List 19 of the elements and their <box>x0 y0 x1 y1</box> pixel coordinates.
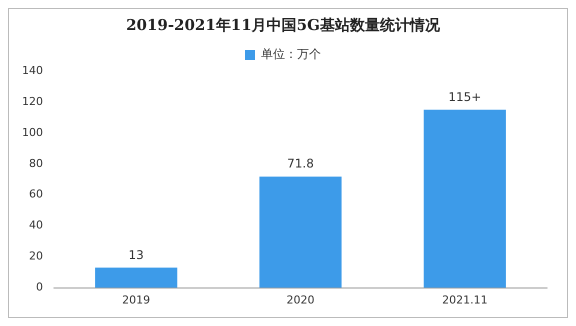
y-tick-label: 100 <box>22 126 43 139</box>
y-tick-label: 0 <box>36 280 43 294</box>
data-label: 71.8 <box>287 156 314 171</box>
y-tick-label: 20 <box>28 250 43 263</box>
data-label: 115+ <box>448 90 482 104</box>
x-tick-label: 2019 <box>122 293 150 306</box>
x-tick-label: 2020 <box>286 293 314 306</box>
y-tick-label: 40 <box>28 218 43 232</box>
data-label: 13 <box>128 248 144 262</box>
bar <box>424 110 506 288</box>
bar <box>259 176 342 288</box>
y-tick-label: 120 <box>22 94 43 108</box>
bar <box>95 268 178 288</box>
y-tick-label: 80 <box>28 156 43 170</box>
y-tick-label: 60 <box>28 188 43 201</box>
chart-title: 2019-2021年11月中国5G基站数量统计情况 <box>126 16 441 34</box>
legend-label: 单位：万个 <box>261 47 321 62</box>
y-tick-label: 140 <box>22 64 43 77</box>
x-tick-label: 2021.11 <box>442 293 488 306</box>
